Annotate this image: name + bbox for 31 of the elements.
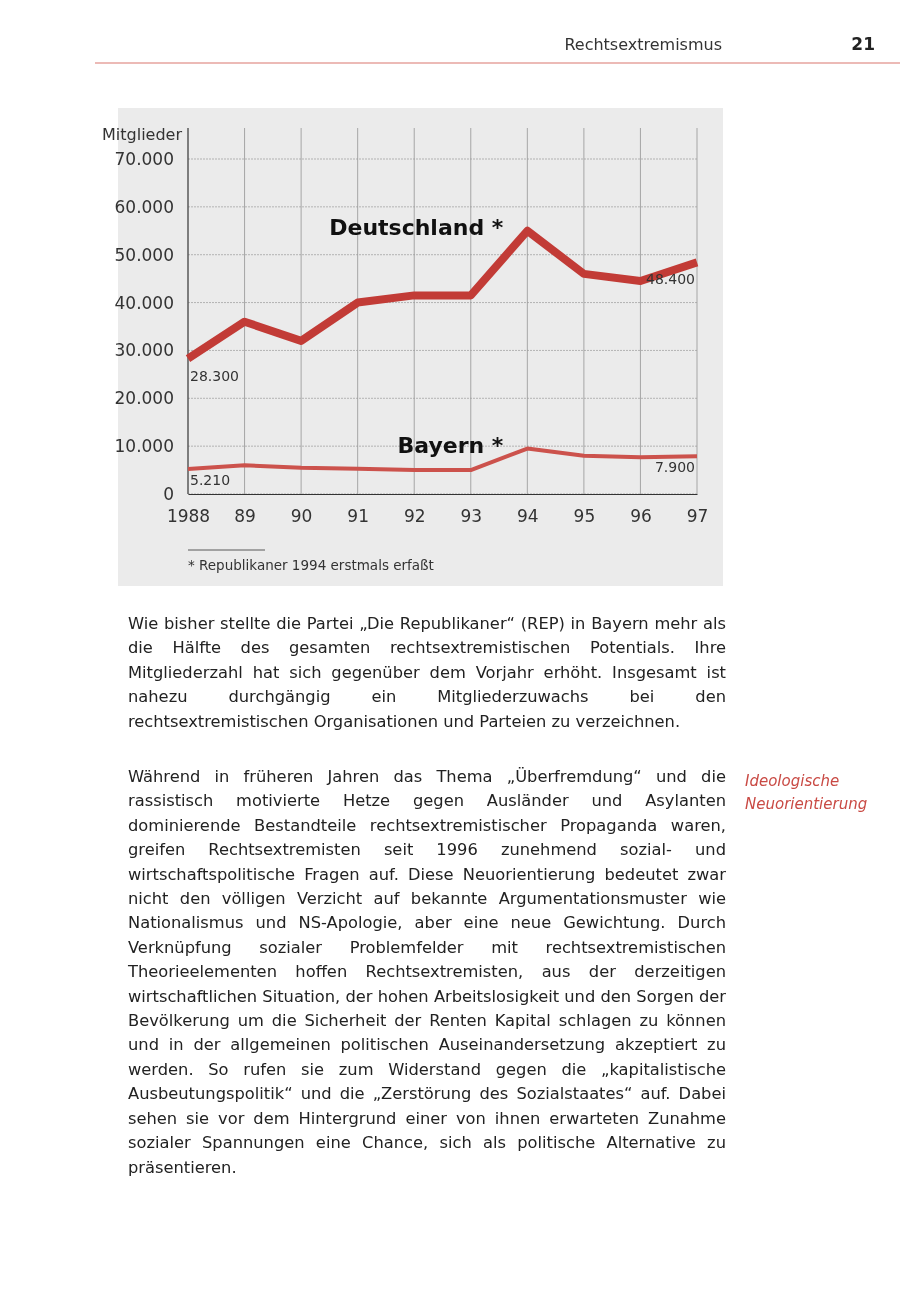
text: 21	[851, 34, 875, 54]
x-tick-label: 93	[460, 506, 483, 527]
text: Während in früheren Jahren das Thema „Überfremdung“ und die rassistisch motivierte Hetze gegen Ausländer und Asylanten dominierende Bestandteile rechtsextremistischer Propaganda waren, greifen Rechtsextremisten seit 1996 zunehmend sozial- und wirtschaftspolitische Fragen auf. Diese Neuorientierung bedeutet zwar nicht den völligen Verzicht auf bekannte Argumentationsmuster wie Nationalismus und NS-Apologie, aber eine neue Gewichtung. Durch Verknüpfung sozialer Problemfelder mit rechtsextremistischen Theorieelementen hoffen Rechtsextremisten, aus der derzeitigen wirtschaftlichen Situation, der hohen Arbeitslosigkeit und den Sorgen der Bevölkerung um die Sicherheit der Renten Kapital schlagen zu können und in der allgemeinen politischen Auseinandersetzung akzeptiert zu werden. So rufen sie zum Widerstand gegen die „kapitalistische Ausbeutungspolitik“ und die „Zerstörung des Sozialstaates“ auf. Dabei sehen sie vor dem Hintergrund einer von ihnen erwarteten Zunahme sozialer Spannungen eine Chance, sich als politische Alternative zu präsentieren.	[128, 767, 726, 1177]
y-tick-label: 50.000	[114, 244, 174, 265]
text: Ideologische Neuorientierung	[745, 771, 869, 815]
series-label: Bayern *	[397, 432, 504, 458]
text: Wie bisher stellte die Partei „Die Republikaner“ (REP) in Bayern mehr als die Hälfte des gesamten rechtsextremistischen Potentials. Ihre Mitgliederzahl hat sich gegenüber dem Vorjahr erhöht. Insgesamt ist nahezu durchgängig ein Mitgliederzuwachs bei den rechtsextremistischen Organisationen und Parteien zu verzeichnen.	[128, 613, 726, 733]
y-tick-label: 70.000	[114, 148, 174, 169]
data-label: 5.210	[190, 472, 231, 489]
y-tick-label: 60.000	[114, 196, 174, 217]
text: * Republikaner 1994 erstmals erfaßt	[188, 557, 434, 573]
data-label: 7.900	[654, 459, 695, 476]
y-axis-title: Mitglieder	[102, 125, 183, 144]
y-tick-label: 20.000	[114, 388, 174, 409]
x-tick-label: 92	[403, 506, 426, 527]
series-label: Deutschland *	[329, 214, 504, 240]
y-tick-label: 30.000	[114, 340, 174, 361]
data-label: 28.300	[190, 367, 239, 384]
x-tick-label: 96	[630, 506, 652, 527]
x-tick-label: 94	[517, 506, 539, 527]
y-tick-label: 10.000	[114, 436, 174, 457]
y-tick-label: 0	[163, 483, 174, 504]
data-label: 48.400	[646, 271, 695, 288]
x-tick-label: 90	[290, 506, 313, 527]
x-tick-label: 1988	[166, 506, 211, 527]
x-tick-label: 89	[234, 506, 256, 527]
y-tick-label: 40.000	[114, 292, 174, 313]
chart-title: Rechtsextremismus	[564, 35, 722, 54]
x-tick-label: 97	[686, 506, 709, 527]
x-tick-label: 91	[347, 506, 369, 527]
x-tick-label: 95	[573, 506, 596, 527]
